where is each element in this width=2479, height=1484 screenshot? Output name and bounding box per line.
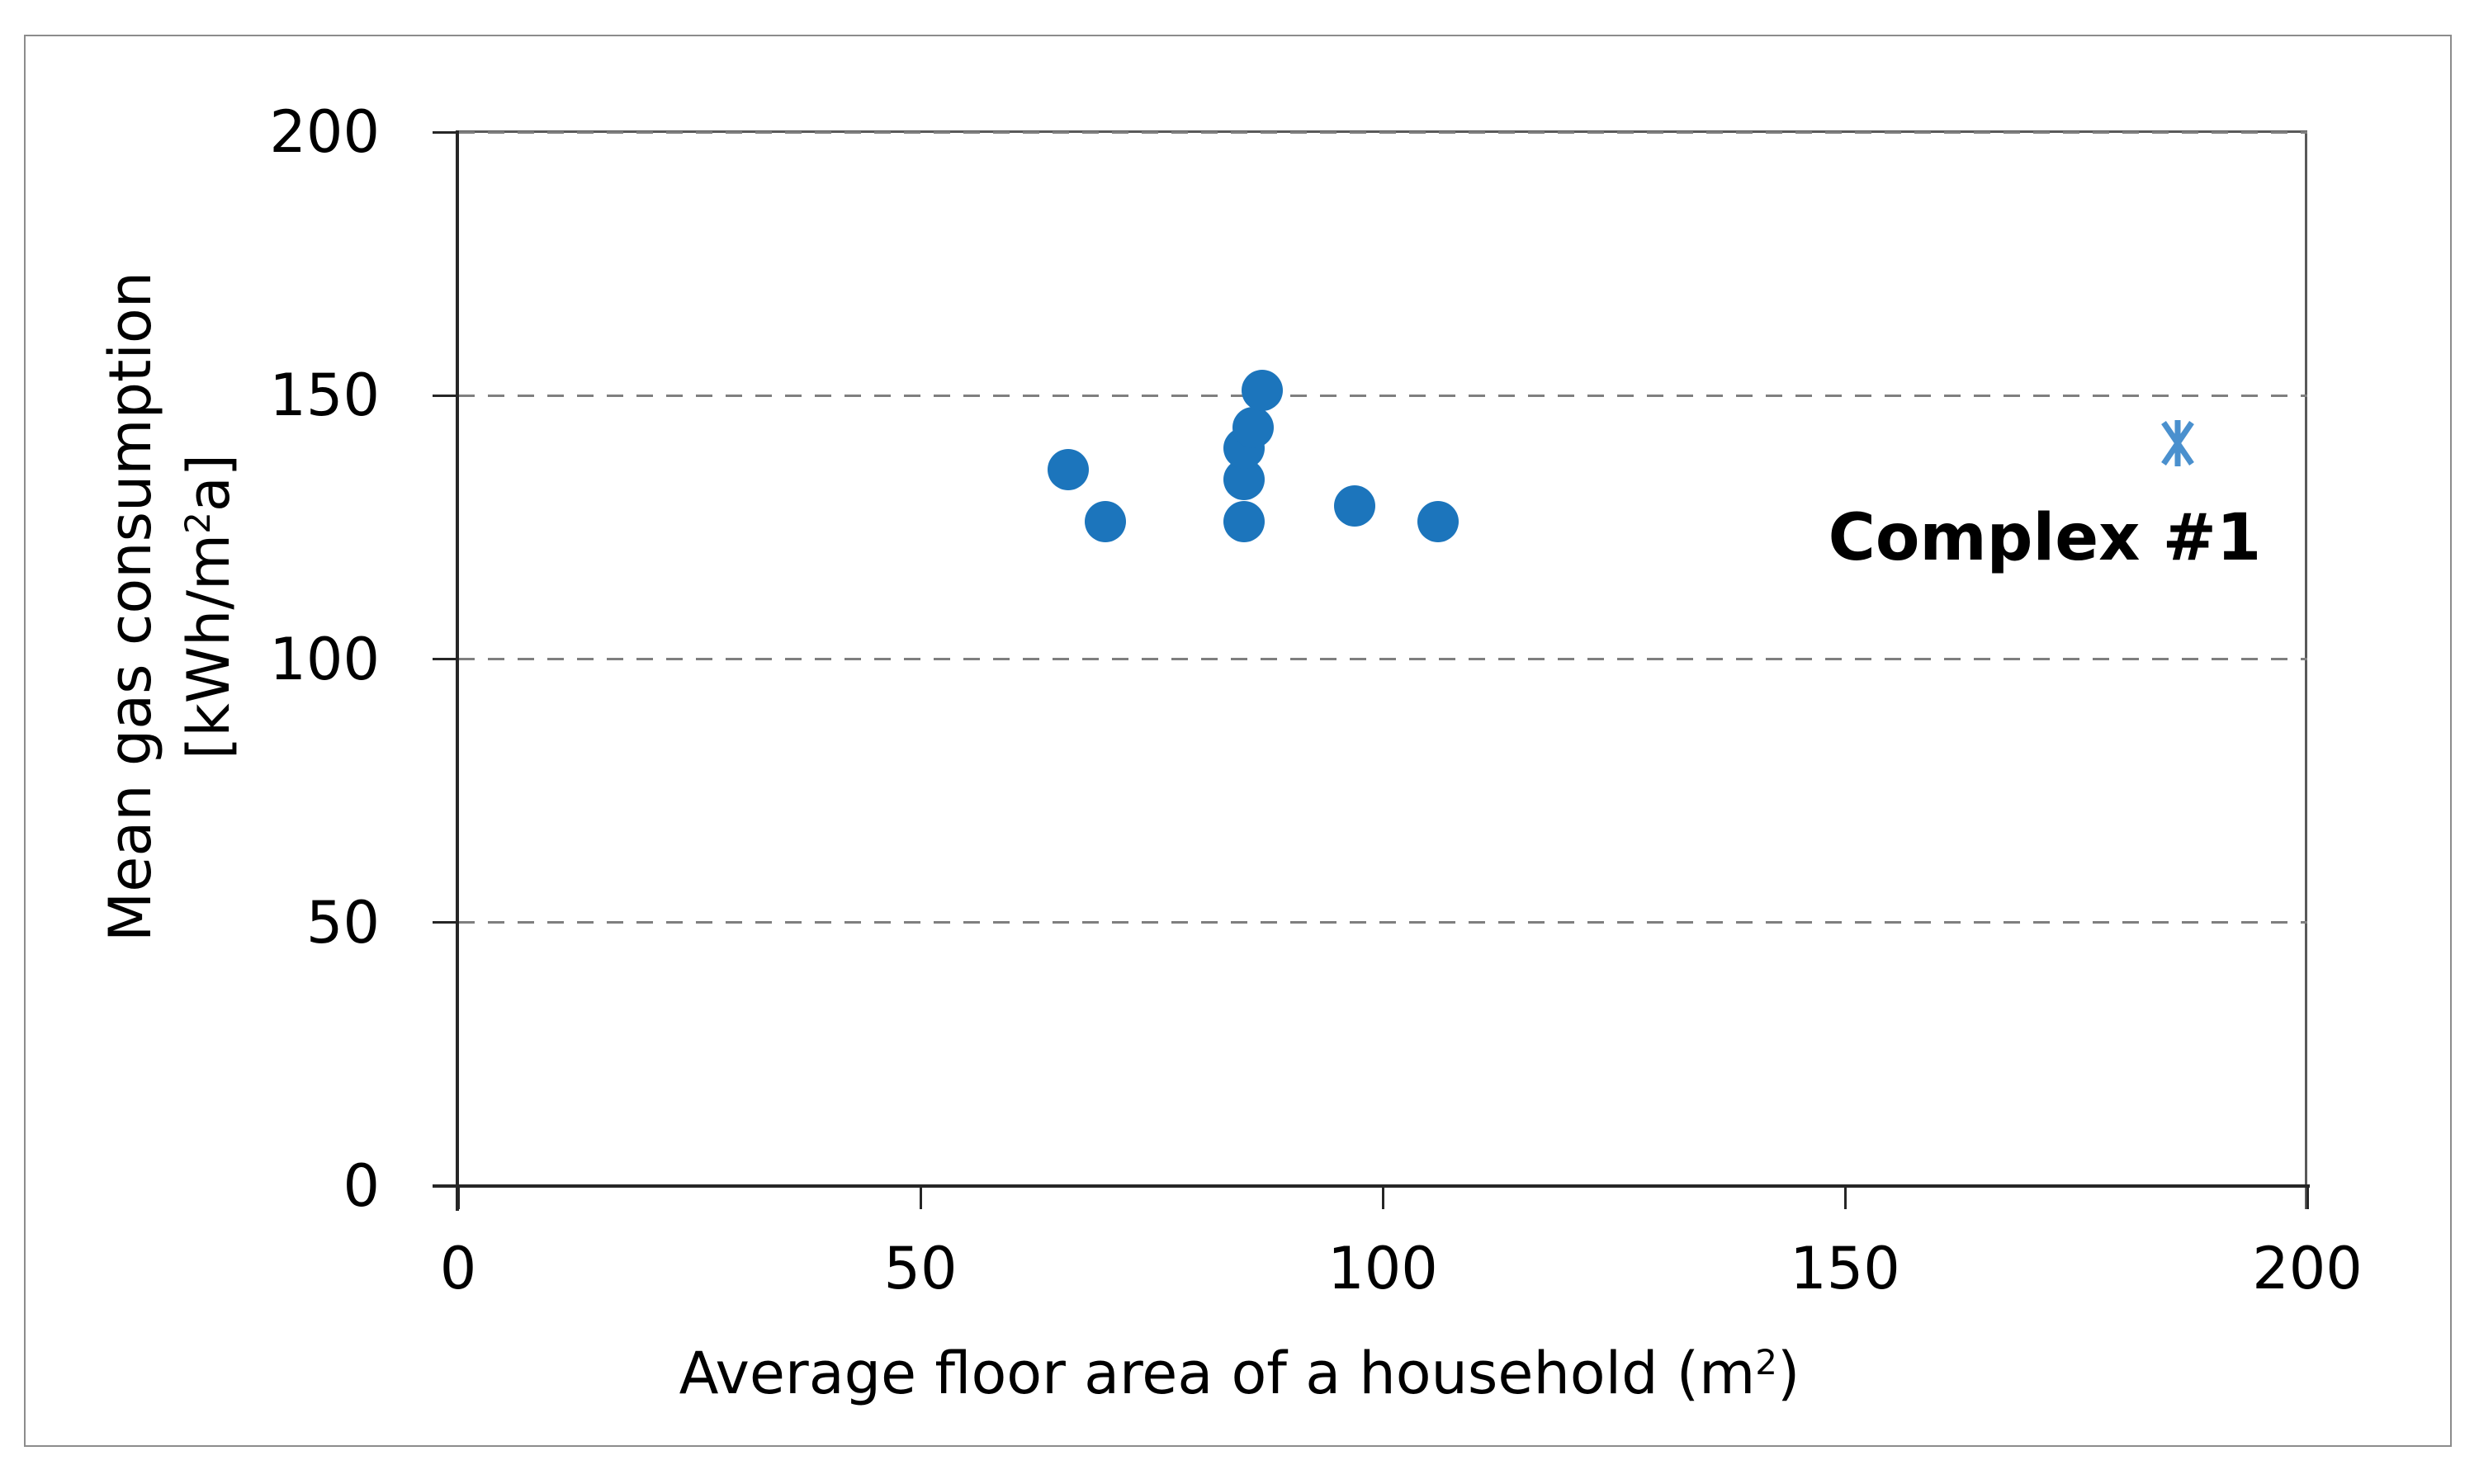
y-axis-title-superscript: 2	[177, 512, 218, 534]
data-point	[1417, 501, 1459, 543]
x-tick-50	[919, 1186, 922, 1209]
data-point	[1232, 406, 1275, 448]
y-tick-0	[433, 1184, 458, 1188]
figure-border	[24, 35, 2452, 1447]
x-axis-title: Average floor area of a household (m2)	[0, 1334, 2479, 1421]
gridline-y-100	[458, 658, 2307, 660]
x-tick-label-100: 100	[1327, 1235, 1438, 1302]
data-point	[1048, 448, 1090, 490]
gridline-y-150	[458, 394, 2307, 397]
y-tick-label-150: 150	[269, 362, 380, 430]
x-axis-title-post: )	[1777, 1340, 1800, 1407]
y-axis-title-unit-post: a]	[175, 453, 243, 513]
complex1-asterisk-marker	[2154, 419, 2202, 467]
x-tick-label-150: 150	[1790, 1235, 1900, 1302]
data-point	[1242, 369, 1284, 411]
y-tick-200	[433, 130, 458, 134]
x-tick-100	[1381, 1186, 1384, 1209]
plot-border-right	[2305, 130, 2307, 1209]
y-tick-label-200: 200	[269, 98, 380, 166]
x-axis-title-superscript: 2	[1755, 1341, 1778, 1382]
x-axis-line	[433, 1184, 2310, 1188]
y-tick-100	[433, 658, 458, 660]
gridline-y-200	[458, 130, 2307, 134]
x-tick-label-200: 200	[2252, 1235, 2363, 1302]
complex1-series-label: Complex #1	[1828, 500, 2262, 575]
x-tick-200	[2306, 1186, 2309, 1209]
x-tick-150	[1843, 1186, 1847, 1209]
gridline-y-50	[458, 921, 2307, 924]
x-tick-0	[457, 1186, 460, 1209]
y-tick-150	[433, 394, 458, 397]
y-tick-50	[433, 921, 458, 924]
y-tick-label-100: 100	[269, 625, 380, 693]
y-axis-line	[456, 130, 459, 1211]
x-tick-label-50: 50	[883, 1235, 958, 1302]
y-tick-label-0: 0	[343, 1152, 380, 1220]
y-tick-label-50: 50	[305, 888, 380, 957]
x-axis-title-pre: Average floor area of a household (m	[679, 1340, 1756, 1407]
x-tick-label-0: 0	[439, 1235, 477, 1302]
data-point	[1085, 501, 1126, 543]
data-point	[1223, 501, 1265, 543]
data-point	[1334, 485, 1376, 527]
